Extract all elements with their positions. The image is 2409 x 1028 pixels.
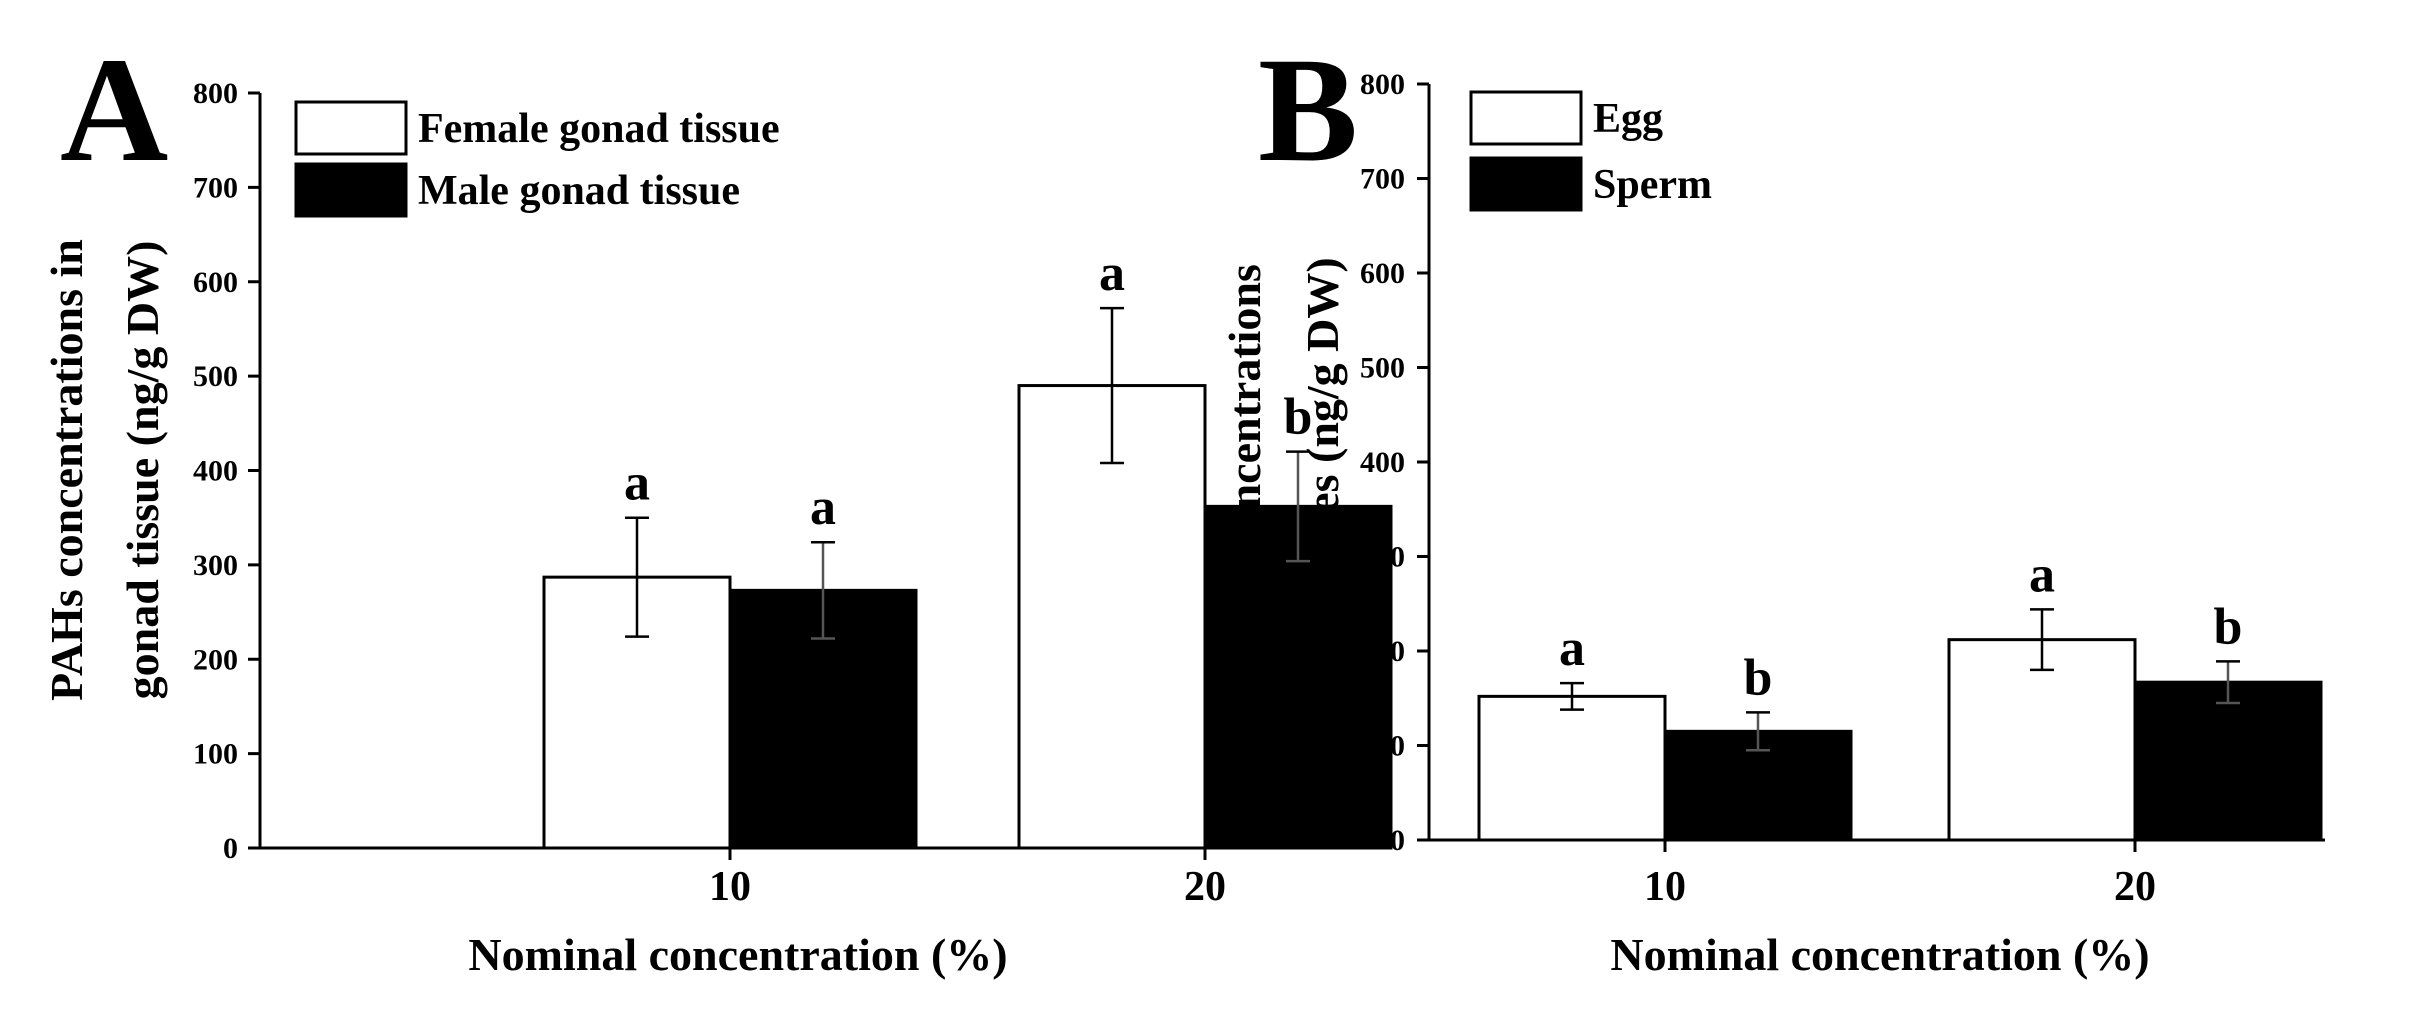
significance-letter: a [1099,245,1125,302]
y-tick-label: 300 [193,549,238,582]
legend: Female gonad tissue Male gonad tissue [294,100,780,218]
y-tick-label: 400 [1360,446,1405,479]
significance-letter: a [1559,620,1585,677]
y-tick-label: 100 [193,738,238,771]
y-tick-label: 600 [193,266,238,299]
legend-label: Male gonad tissue [418,168,740,214]
x-tick-label: 20 [1184,864,1226,910]
x-tick-label: 10 [1644,864,1686,910]
y-tick-label: 500 [193,360,238,393]
y-axis-title: gonad tissue (ng/g DW) [117,241,168,700]
legend-swatch [1469,156,1583,212]
y-tick-label: 500 [1360,352,1405,385]
y-axis-title: PAHs concentrations [1219,264,1270,676]
y-tick-label: 0 [1390,824,1405,857]
y-tick-label: 800 [193,77,238,110]
significance-letter: a [810,479,836,536]
y-tick-label: 100 [1360,730,1405,763]
significance-letter: b [2214,598,2243,655]
x-axis-title: Nominal concentration (%) [1610,929,2149,980]
y-tick-label: 0 [223,832,238,865]
y-tick-label: 600 [1360,257,1405,290]
y-tick-label: 700 [193,171,238,204]
bar [2133,680,2323,842]
y-axis-title: PAHs concentrations in [41,239,92,701]
legend-label: Sperm [1593,162,1712,208]
legend: Egg Sperm [1469,90,1712,212]
legend-swatch [294,162,408,218]
significance-letter: b [1744,649,1773,706]
y-tick-label: 300 [1360,541,1405,574]
y-tick-label: 200 [193,643,238,676]
x-tick-label: 10 [709,864,751,910]
x-tick-label: 20 [2114,864,2156,910]
panel-label: A [60,27,168,193]
significance-letter: a [624,455,650,512]
y-tick-label: 400 [193,455,238,488]
chart-panel-b: B 0 100 200 300 400 500 600 700 800 PAHs concentra… [1219,27,2325,980]
legend-swatch [294,100,408,156]
significance-letter: b [1284,389,1313,446]
panel-label: B [1258,27,1358,193]
y-axis-title: in gametes (ng/g DW) [1297,257,1348,682]
y-tick-label: 200 [1360,635,1405,668]
chart-panel-a: A 0 100 200 300 400 500 600 700 800 PAHs concentra… [41,27,1393,980]
y-tick-label: 800 [1360,68,1405,101]
y-tick-label: 700 [1360,163,1405,196]
bar [1477,694,1667,842]
significance-letter: a [2029,546,2055,603]
x-axis-title: Nominal concentration (%) [468,929,1007,980]
legend-label: Female gonad tissue [418,106,780,152]
legend-label: Egg [1593,96,1663,142]
legend-swatch [1469,90,1583,146]
